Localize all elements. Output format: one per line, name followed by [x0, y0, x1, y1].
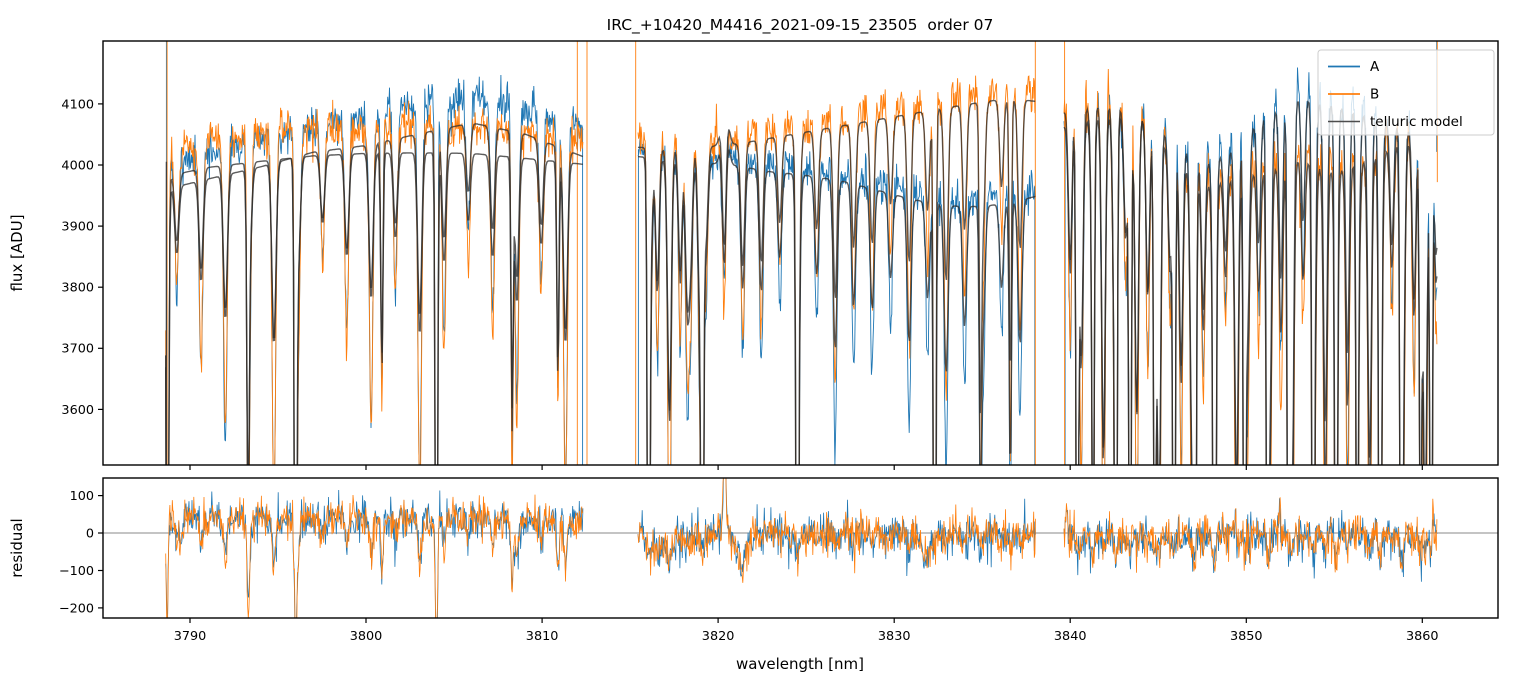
residual-tick-label: 100 — [70, 489, 94, 504]
legend-label-telluric: telluric model — [1370, 114, 1463, 130]
legend-label-b: B — [1370, 87, 1379, 103]
residual-tick-label: −200 — [59, 601, 94, 616]
residual-b — [165, 478, 1438, 618]
legend-label-a: A — [1370, 59, 1380, 75]
residual-panel-traces — [103, 478, 1498, 618]
residual-tick-label: 0 — [86, 526, 94, 541]
flux-axis-label: flux [ADU] — [8, 214, 26, 291]
x-tick-label: 3850 — [1230, 629, 1263, 644]
legend-box — [1317, 49, 1495, 136]
flux-panel-traces — [165, 41, 1438, 465]
wavelength-axis-label: wavelength [nm] — [736, 655, 864, 673]
x-tick-label: 3800 — [350, 629, 383, 644]
x-tick-label: 3840 — [1054, 629, 1087, 644]
residual-panel-spine — [102, 477, 1499, 619]
flux-tick-label: 4100 — [61, 97, 94, 112]
flux-tick-label: 3600 — [61, 403, 94, 418]
trace-a — [165, 41, 1438, 465]
legend: A B telluric model — [1317, 49, 1495, 136]
flux-tick-label: 4000 — [61, 158, 94, 173]
flux-tick-label: 3700 — [61, 342, 94, 357]
telluric-model-b — [165, 99, 1438, 465]
flux-tick-label: 3900 — [61, 220, 94, 235]
x-tick-label: 3790 — [174, 629, 207, 644]
axis-ticks: 3790 3800 3810 3820 3830 3840 3850 3860 3600 3700… — [59, 97, 1439, 644]
x-tick-label: 3820 — [702, 629, 735, 644]
x-tick-label: 3810 — [526, 629, 559, 644]
flux-tick-label: 3800 — [61, 281, 94, 296]
figure-title: IRC_+10420_M4416_2021-09-15_23505 order … — [607, 16, 994, 35]
flux-panel-spine — [102, 40, 1499, 466]
x-tick-label: 3830 — [878, 629, 911, 644]
x-tick-label: 3860 — [1406, 629, 1439, 644]
residual-tick-label: −100 — [59, 564, 94, 579]
residual-axis-label: residual — [8, 518, 26, 577]
